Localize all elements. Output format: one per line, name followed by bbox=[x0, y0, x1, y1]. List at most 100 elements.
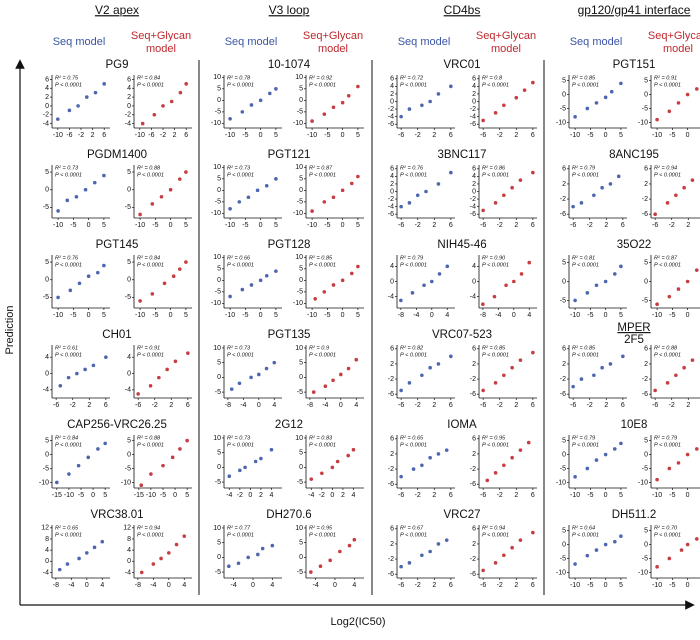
stat-annotation: P < 0.0001 bbox=[55, 442, 82, 448]
point bbox=[161, 463, 165, 468]
point bbox=[399, 388, 403, 393]
x-tick-label: -10 bbox=[652, 312, 662, 319]
x-tick-label: 5 bbox=[274, 312, 278, 319]
panel-title: 3BNC117 bbox=[437, 149, 486, 161]
point bbox=[667, 556, 672, 561]
x-tick-label: 0 bbox=[341, 312, 345, 319]
y-tick-label: -2 bbox=[388, 196, 394, 203]
point bbox=[685, 92, 690, 97]
point bbox=[676, 287, 681, 291]
y-tick-label: 5 bbox=[217, 266, 221, 273]
y-tick-label: 4 bbox=[127, 354, 131, 361]
stat-annotation: P < 0.0001 bbox=[309, 172, 336, 178]
y-tick-label: 6 bbox=[472, 526, 476, 533]
point bbox=[518, 538, 523, 542]
stat-annotation: R² = 0.87 bbox=[309, 165, 333, 171]
x-tick-label: -10 bbox=[146, 492, 156, 499]
point bbox=[531, 350, 535, 355]
panel-title: VRC01 bbox=[443, 59, 480, 71]
x-tick-label: 2 bbox=[686, 402, 690, 409]
point bbox=[655, 565, 659, 569]
panel-title: CH01 bbox=[102, 329, 131, 341]
stat-annotation: P < 0.0001 bbox=[482, 352, 509, 358]
point bbox=[227, 474, 232, 479]
panel-title: 10-1074 bbox=[268, 59, 311, 71]
stat-annotation: P < 0.0001 bbox=[400, 442, 427, 448]
y-tick-label: 10 bbox=[213, 435, 221, 442]
stat-annotation: P < 0.0001 bbox=[227, 172, 254, 178]
y-tick-label: 12 bbox=[41, 525, 49, 532]
x-tick-label: -4 bbox=[226, 492, 232, 499]
x-tick-label: 0 bbox=[169, 312, 173, 319]
point bbox=[228, 294, 232, 299]
point bbox=[96, 447, 100, 451]
point bbox=[399, 564, 403, 569]
point bbox=[169, 99, 174, 104]
point bbox=[612, 272, 617, 276]
y-tick-label: 0 bbox=[299, 374, 303, 381]
x-tick-label: -2 bbox=[237, 492, 243, 499]
point bbox=[229, 387, 234, 391]
x-tick-label: 2 bbox=[432, 402, 436, 409]
point bbox=[184, 260, 188, 264]
seq-label: Seq model bbox=[570, 36, 623, 48]
point bbox=[444, 538, 449, 542]
x-tick-label: -6 bbox=[652, 222, 658, 229]
y-tick-label: 6 bbox=[390, 76, 394, 83]
point bbox=[240, 287, 245, 292]
y-tick-label: -6 bbox=[560, 211, 566, 218]
y-tick-label: -5 bbox=[560, 555, 566, 562]
x-tick-label: -2 bbox=[669, 402, 675, 409]
y-tick-label: -5 bbox=[215, 569, 221, 576]
point bbox=[493, 381, 498, 385]
x-tick-label: -5 bbox=[587, 582, 593, 589]
y-tick-label: 4 bbox=[472, 263, 476, 270]
point bbox=[184, 170, 188, 174]
y-tick-label: 0 bbox=[562, 278, 566, 285]
panel-title: VRC07-523 bbox=[432, 329, 492, 341]
x-tick-label: -10 bbox=[135, 132, 145, 139]
stat-annotation: R² = 0.94 bbox=[654, 165, 677, 171]
point bbox=[682, 185, 686, 190]
y-axis-label: Prediction bbox=[4, 306, 16, 355]
y-tick-label: -5 bbox=[297, 109, 303, 116]
y-tick-label: 2 bbox=[644, 361, 648, 368]
point bbox=[436, 92, 441, 96]
point bbox=[177, 177, 182, 181]
point bbox=[136, 392, 140, 396]
y-tick-label: 2 bbox=[562, 361, 566, 368]
column-header: V3 loop bbox=[269, 3, 310, 17]
x-tick-label: -5 bbox=[242, 132, 248, 139]
point bbox=[449, 170, 453, 175]
point bbox=[67, 108, 72, 113]
point bbox=[184, 82, 188, 86]
x-tick-label: 6 bbox=[531, 132, 535, 139]
glycan-label: Seq+Glycan bbox=[476, 30, 536, 42]
y-tick-label: 4 bbox=[45, 547, 49, 554]
point bbox=[102, 173, 106, 178]
y-tick-label: -5 bbox=[125, 204, 131, 211]
y-tick-label: 8 bbox=[45, 536, 49, 543]
x-tick-label: -4 bbox=[308, 492, 314, 499]
point bbox=[481, 208, 485, 213]
x-tick-label: -6 bbox=[480, 582, 486, 589]
stat-annotation: P < 0.0001 bbox=[482, 262, 509, 268]
x-tick-label: -5 bbox=[587, 492, 593, 499]
point bbox=[579, 377, 584, 381]
y-tick-label: 0 bbox=[127, 558, 131, 565]
y-tick-label: -6 bbox=[388, 571, 394, 578]
stat-annotation: R² = 0.85 bbox=[572, 345, 596, 351]
x-tick-label: -2 bbox=[319, 492, 325, 499]
stat-annotation: P < 0.0001 bbox=[137, 442, 164, 448]
point bbox=[694, 87, 699, 91]
y-tick-label: 0 bbox=[472, 98, 476, 105]
x-tick-label: -6 bbox=[398, 402, 404, 409]
point bbox=[186, 351, 190, 355]
y-tick-label: -2 bbox=[470, 466, 476, 473]
point bbox=[150, 202, 155, 206]
point bbox=[449, 84, 453, 89]
x-tick-label: 6 bbox=[184, 132, 188, 139]
y-tick-label: 2 bbox=[390, 451, 394, 458]
point bbox=[653, 212, 657, 217]
stat-annotation: R² = 0.76 bbox=[55, 255, 79, 261]
